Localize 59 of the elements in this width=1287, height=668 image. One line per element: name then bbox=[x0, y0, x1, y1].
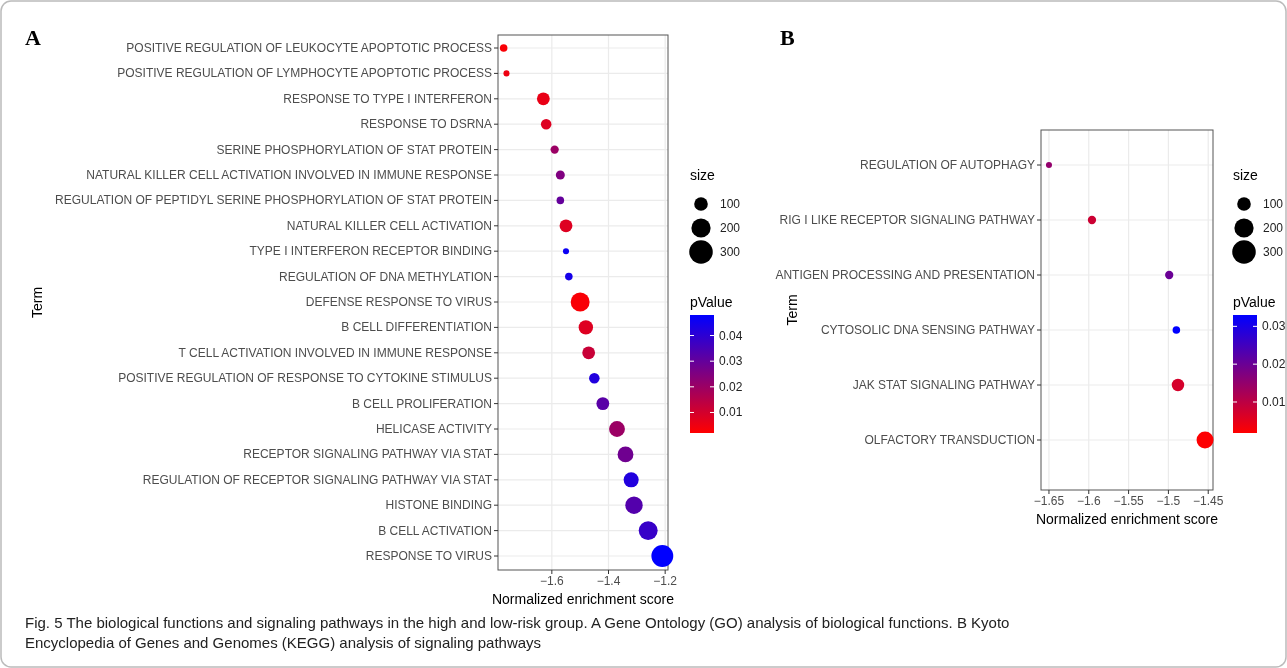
legend-label: 300 bbox=[1263, 245, 1284, 259]
legend-title: size bbox=[690, 167, 716, 183]
legend-label: 100 bbox=[1263, 197, 1284, 211]
y-tick-label: RESPONSE TO TYPE I INTERFERON bbox=[283, 91, 492, 106]
legend-label: 300 bbox=[720, 245, 741, 259]
y-tick-label: POSITIVE REGULATION OF RESPONSE TO CYTOKINE STIMULUS bbox=[118, 371, 492, 386]
x-tick-label: −1.2 bbox=[653, 574, 678, 588]
x-tick-label: −1.4 bbox=[596, 574, 621, 588]
y-tick-label: RESPONSE TO DSRNA bbox=[360, 117, 492, 132]
y-tick-label: RESPONSE TO VIRUS bbox=[365, 549, 492, 563]
color-bar-label: 0.03 bbox=[1262, 319, 1286, 334]
x-axis-title: Normalized enrichment score bbox=[1035, 511, 1219, 527]
x-tick-label: −1.6 bbox=[539, 574, 564, 588]
y-tick-label: T CELL ACTIVATION INVOLVED IN IMMUNE RESPONSE bbox=[178, 345, 492, 360]
x-tick-label: −1.65 bbox=[1033, 494, 1065, 508]
y-tick-label: HISTONE BINDING bbox=[385, 498, 492, 513]
color-bar-label: 0.03 bbox=[719, 354, 743, 369]
y-tick-label: NATURAL KILLER CELL ACTIVATION INVOLVED IN IMMUNE RESPONSE bbox=[86, 168, 492, 182]
color-bar-title: pValue bbox=[1233, 294, 1276, 310]
y-tick-label: REGULATION OF PEPTIDYL SERINE PHOSPHORYLATION OF STAT PROTEIN bbox=[55, 193, 492, 208]
color-bar-title: pValue bbox=[690, 294, 733, 310]
caption: Fig. 5 The biological functions and signaling pathways in the high and low-risk group. A Gene Ontology (GO) analysis of biological functions. B Kyoto Encyclopedia of Genes and Genomes (KEGG) analysis of signaling pathways bbox=[25, 614, 1010, 651]
y-tick-label: RIG I LIKE RECEPTOR SIGNALING PATHWAY bbox=[779, 213, 1035, 227]
y-tick-label: CYTOSOLIC DNA SENSING PATHWAY bbox=[820, 323, 1035, 337]
y-tick-label: ANTIGEN PROCESSING AND PRESENTATION bbox=[775, 268, 1035, 282]
y-axis-title: Term bbox=[784, 294, 800, 326]
y-tick-label: DEFENSE RESPONSE TO VIRUS bbox=[305, 295, 492, 309]
y-tick-label: HELICASE ACTIVITY bbox=[375, 422, 492, 436]
y-tick-label: B CELL ACTIVATION bbox=[378, 523, 492, 538]
y-tick-label: SERINE PHOSPHORYLATION OF STAT PROTEIN bbox=[216, 142, 492, 157]
color-bar-label: 0.02 bbox=[719, 379, 743, 394]
y-tick-label: REGULATION OF AUTOPHAGY bbox=[860, 158, 1035, 172]
color-bar-label: 0.01 bbox=[719, 405, 743, 420]
color-bar-label: 0.04 bbox=[719, 328, 743, 343]
y-tick-label: B CELL PROLIFERATION bbox=[351, 396, 492, 411]
x-tick-label: −1.55 bbox=[1113, 494, 1145, 508]
y-tick-label: POSITIVE REGULATION OF LEUKOCYTE APOPTOTIC PROCESS bbox=[126, 41, 492, 55]
color-bar-label: 0.01 bbox=[1262, 394, 1286, 409]
x-axis-title: Normalized enrichment score bbox=[491, 591, 675, 607]
y-tick-label: TYPE I INTERFERON RECEPTOR BINDING bbox=[249, 244, 492, 259]
legend-title: size bbox=[1233, 167, 1259, 183]
y-tick-label: RECEPTOR SIGNALING PATHWAY VIA STAT bbox=[243, 447, 493, 462]
legend-label: 200 bbox=[720, 221, 741, 235]
text: B bbox=[780, 25, 795, 50]
x-tick-label: −1.6 bbox=[1076, 494, 1101, 508]
y-tick-label: B CELL DIFFERENTIATION bbox=[341, 320, 492, 335]
legend-label: 200 bbox=[1263, 221, 1284, 235]
text: A bbox=[25, 25, 41, 50]
x-tick-label: −1.5 bbox=[1156, 494, 1181, 508]
y-tick-label: OLFACTORY TRANSDUCTION bbox=[864, 433, 1035, 447]
y-axis-title: Term bbox=[29, 286, 45, 319]
y-tick-label: NATURAL KILLER CELL ACTIVATION bbox=[286, 218, 492, 233]
y-tick-label: REGULATION OF RECEPTOR SIGNALING PATHWAY VIA STAT bbox=[142, 472, 493, 487]
x-tick-label: −1.45 bbox=[1193, 494, 1224, 508]
y-tick-label: POSITIVE REGULATION OF LYMPHOCYTE APOPTOTIC PROCESS bbox=[117, 66, 492, 81]
y-tick-label: REGULATION OF DNA METHYLATION bbox=[279, 269, 492, 284]
color-bar-label: 0.02 bbox=[1262, 357, 1286, 372]
legend-label: 100 bbox=[720, 197, 741, 211]
y-tick-label: JAK STAT SIGNALING PATHWAY bbox=[852, 378, 1035, 392]
